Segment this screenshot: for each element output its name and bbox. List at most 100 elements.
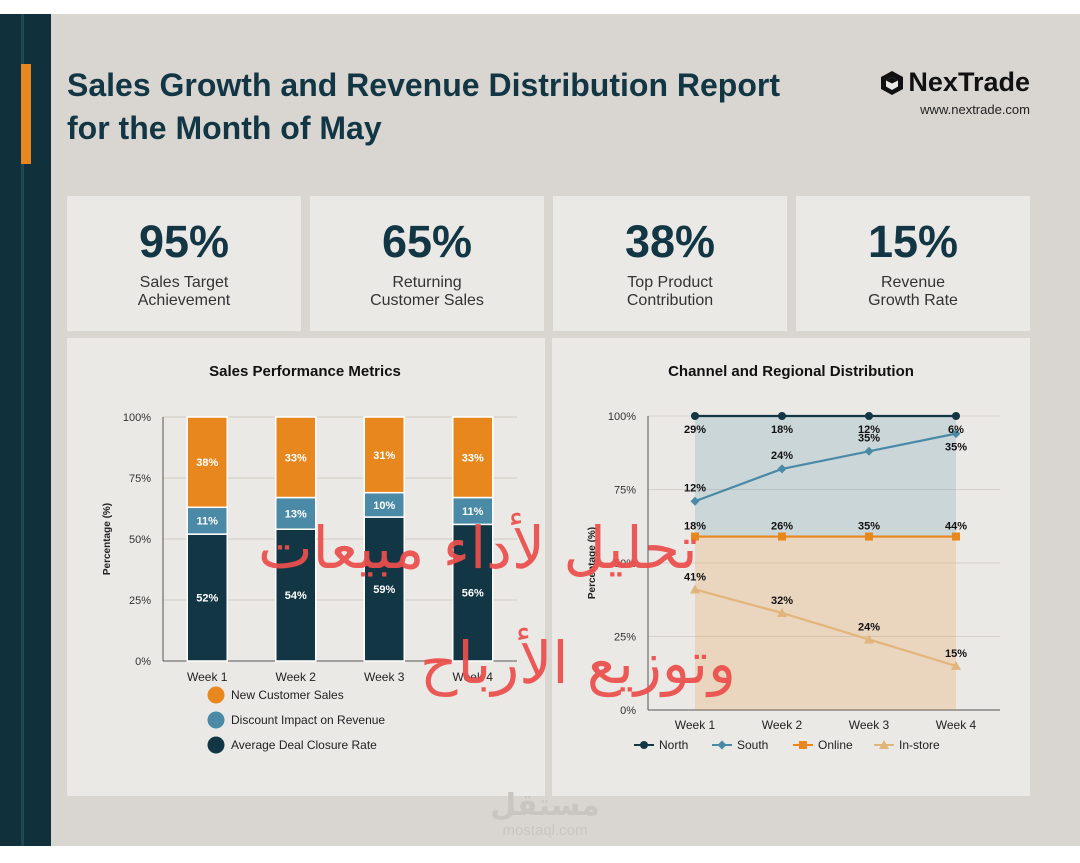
legend-label: South: [737, 738, 768, 752]
data-label: 35%: [945, 442, 967, 454]
data-label: 6%: [948, 424, 964, 436]
data-label: 24%: [858, 621, 880, 633]
y-axis-title: Percentage (%): [587, 527, 598, 599]
data-label: 35%: [858, 521, 880, 533]
kpi-value: 38%: [624, 216, 716, 267]
data-point: [777, 607, 787, 617]
brand-website: www.nextrade.com: [920, 102, 1030, 117]
data-point: [864, 634, 874, 644]
data-point: [778, 532, 786, 541]
legend-swatch: [207, 736, 225, 754]
sales-performance-chart: Sales Performance Metrics 0% 25% 50% 75% 100%…: [102, 363, 517, 754]
data-label: 44%: [945, 521, 967, 533]
y-axis-title: Percentage (%): [102, 503, 113, 575]
x-tick-label: Week 3: [849, 718, 890, 732]
y-tick-label: 100%: [608, 411, 636, 423]
legend-marker: [799, 741, 807, 749]
overlay-arabic-line-1: تحليل لأداء مبيعات: [258, 514, 698, 582]
data-label: 18%: [771, 424, 793, 436]
data-label: 10%: [373, 500, 395, 512]
data-point: [951, 429, 961, 439]
watermark-arabic: مستقل: [490, 788, 600, 823]
x-tick-label: Week 1: [187, 670, 228, 684]
y-tick-label: 25%: [614, 632, 636, 644]
data-point: [777, 464, 787, 474]
data-label: 11%: [462, 506, 484, 518]
watermark: مستقل mostaql.com: [470, 789, 620, 839]
kpi-label: Revenue Growth Rate: [868, 274, 958, 309]
legend-label: Average Deal Closure Rate: [231, 738, 377, 752]
legend-label: New Customer Sales: [231, 688, 344, 702]
series-line-in-store: [694, 588, 957, 667]
legend-label: Online: [818, 738, 853, 752]
data-label: 29%: [684, 424, 706, 436]
data-point: [690, 496, 700, 506]
x-tick-label: Week 2: [762, 718, 803, 732]
channel-distribution-panel: Channel and Regional Distribution 0% 25% 50…: [552, 338, 1030, 796]
brand-block: NexTrade www.nextrade.com: [852, 67, 1030, 137]
chart-title: Sales Performance Metrics: [209, 363, 401, 380]
data-point: [865, 532, 873, 541]
kpi-value: 65%: [381, 216, 473, 267]
region-band-online: [695, 536, 956, 710]
sales-performance-panel: Sales Performance Metrics 0% 25% 50% 75% 100%…: [67, 338, 545, 796]
data-label: 12%: [684, 482, 706, 494]
legend-swatch: [207, 686, 225, 704]
y-tick-label: 0%: [135, 656, 151, 668]
bar-segment: [186, 416, 228, 509]
watermark-latin: mostaql.com: [502, 822, 588, 839]
brand-name: NexTrade: [908, 67, 1030, 97]
legend-swatch: [207, 711, 225, 729]
y-tick-label: 25%: [129, 595, 151, 607]
bar-segment: [363, 416, 405, 494]
overlay-arabic-line-2: وتوزيع الأرباح: [420, 629, 737, 697]
data-point: [865, 412, 873, 420]
data-point: [690, 584, 700, 594]
kpi-card: 38% Top Product Contribution: [553, 196, 787, 331]
data-label: 15%: [945, 648, 967, 660]
title-accent-bar: [21, 64, 31, 164]
legend-label: North: [659, 738, 688, 752]
kpi-label: Sales Target Achievement: [137, 274, 231, 309]
data-label: 13%: [285, 508, 307, 520]
data-label: 35%: [858, 432, 880, 444]
data-label: 52%: [196, 593, 218, 605]
y-tick-label: 75%: [129, 473, 151, 485]
bar-segment: [452, 416, 494, 499]
legend-marker: [640, 741, 648, 749]
x-tick-label: Week 2: [276, 670, 317, 684]
data-point: [952, 532, 960, 541]
data-point: [691, 412, 699, 420]
x-tick-label: Week 3: [364, 670, 405, 684]
kpi-label: Returning Customer Sales: [370, 274, 484, 309]
data-point: [691, 532, 699, 541]
bar-segment: [452, 496, 494, 526]
data-label: 26%: [771, 521, 793, 533]
hexagon-logo-icon: [881, 70, 904, 95]
data-point: [778, 412, 786, 420]
bar-segment: [452, 523, 494, 662]
region-band-north: [695, 416, 956, 537]
data-label: 31%: [373, 450, 395, 462]
kpi-card: 95% Sales Target Achievement: [67, 196, 301, 331]
data-label: 24%: [771, 450, 793, 462]
data-label: 41%: [684, 571, 706, 583]
legend-marker: [879, 740, 889, 749]
y-tick-label: 75%: [614, 485, 636, 497]
data-label: 18%: [684, 521, 706, 533]
data-point: [952, 412, 960, 420]
page-title: Sales Growth and Revenue Distribution Re…: [67, 67, 780, 146]
y-tick-label: 0%: [620, 705, 636, 717]
legend-label: In-store: [899, 738, 940, 752]
legend-marker: [717, 740, 727, 750]
data-label: 33%: [285, 452, 307, 464]
data-label: 56%: [462, 588, 484, 600]
y-tick-label: 100%: [123, 412, 151, 424]
data-point: [864, 446, 874, 456]
data-label: 12%: [858, 424, 880, 436]
x-tick-label: Week 4: [936, 718, 977, 732]
chart-title: Channel and Regional Distribution: [668, 363, 914, 380]
kpi-label: Top Product Contribution: [626, 274, 714, 309]
data-label: 38%: [196, 457, 218, 469]
infographic-page: Sales Growth and Revenue Distribution Re…: [0, 14, 1080, 846]
